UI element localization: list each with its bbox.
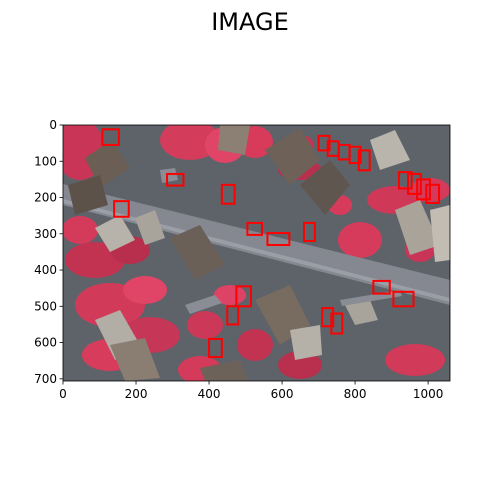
y-tick-label: 100	[34, 154, 57, 168]
x-tick-label: 400	[198, 387, 221, 401]
figure-title: IMAGE	[211, 8, 289, 36]
y-tick-label: 400	[34, 263, 57, 277]
x-tick-label: 800	[344, 387, 367, 401]
detection-box	[372, 279, 391, 295]
x-axis: 0 200 400 600 800 1000	[59, 381, 443, 401]
rooftops	[68, 125, 450, 381]
detection-box	[208, 337, 223, 359]
detection-box	[407, 172, 422, 195]
detection-boxes	[101, 128, 441, 359]
detection-box	[246, 221, 263, 236]
detection-box	[348, 145, 362, 165]
aerial-image	[63, 125, 450, 381]
y-axis: 0 100 200 300 400 500 600 700	[34, 118, 63, 386]
x-tick-label: 0	[59, 387, 67, 401]
detection-box	[392, 290, 415, 308]
detection-box	[317, 134, 331, 152]
y-tick-label: 200	[34, 191, 57, 205]
y-tick-label: 0	[49, 118, 57, 132]
detection-box	[330, 312, 344, 335]
detection-box	[321, 307, 335, 328]
detection-box	[113, 200, 130, 218]
x-tick-label: 600	[271, 387, 294, 401]
detection-box	[266, 232, 291, 247]
detection-box	[357, 149, 371, 172]
detection-box	[302, 221, 316, 243]
y-tick-label: 700	[34, 372, 57, 386]
detection-box	[425, 183, 441, 204]
y-tick-label: 500	[34, 299, 57, 313]
detection-box	[101, 128, 120, 146]
detection-box	[397, 171, 413, 190]
detection-box	[226, 305, 240, 326]
y-tick-label: 600	[34, 336, 57, 350]
detection-box	[166, 172, 185, 187]
detection-box	[235, 285, 253, 308]
axes-frame	[62, 124, 451, 382]
x-tick-label: 1000	[413, 387, 444, 401]
detection-box	[220, 183, 236, 205]
x-tick-label: 200	[125, 387, 148, 401]
detection-box	[416, 178, 431, 201]
y-tick-label: 300	[34, 227, 57, 241]
